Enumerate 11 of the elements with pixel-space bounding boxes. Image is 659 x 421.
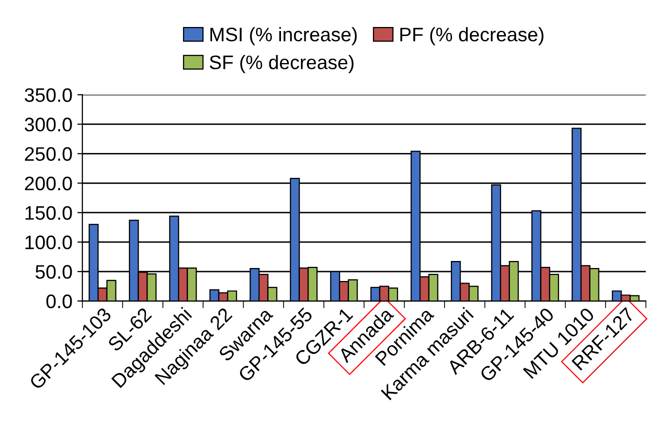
y-tick-label: 200.0: [24, 176, 72, 190]
legend-label: PF (% decrease): [400, 27, 544, 46]
y-tick-label: 350.0: [24, 88, 72, 102]
legend-label: MSI (% increase): [210, 27, 357, 46]
y-tick-label: 0.0: [46, 294, 72, 308]
legend-label: SF (% decrease): [210, 54, 354, 74]
y-tick-label: 250.0: [24, 147, 72, 161]
y-tick-label: 100.0: [25, 236, 72, 250]
y-tick-label: 150.0: [25, 206, 72, 220]
y-tick-label: 300.0: [24, 118, 72, 132]
y-tick-label: 50.0: [36, 265, 72, 279]
